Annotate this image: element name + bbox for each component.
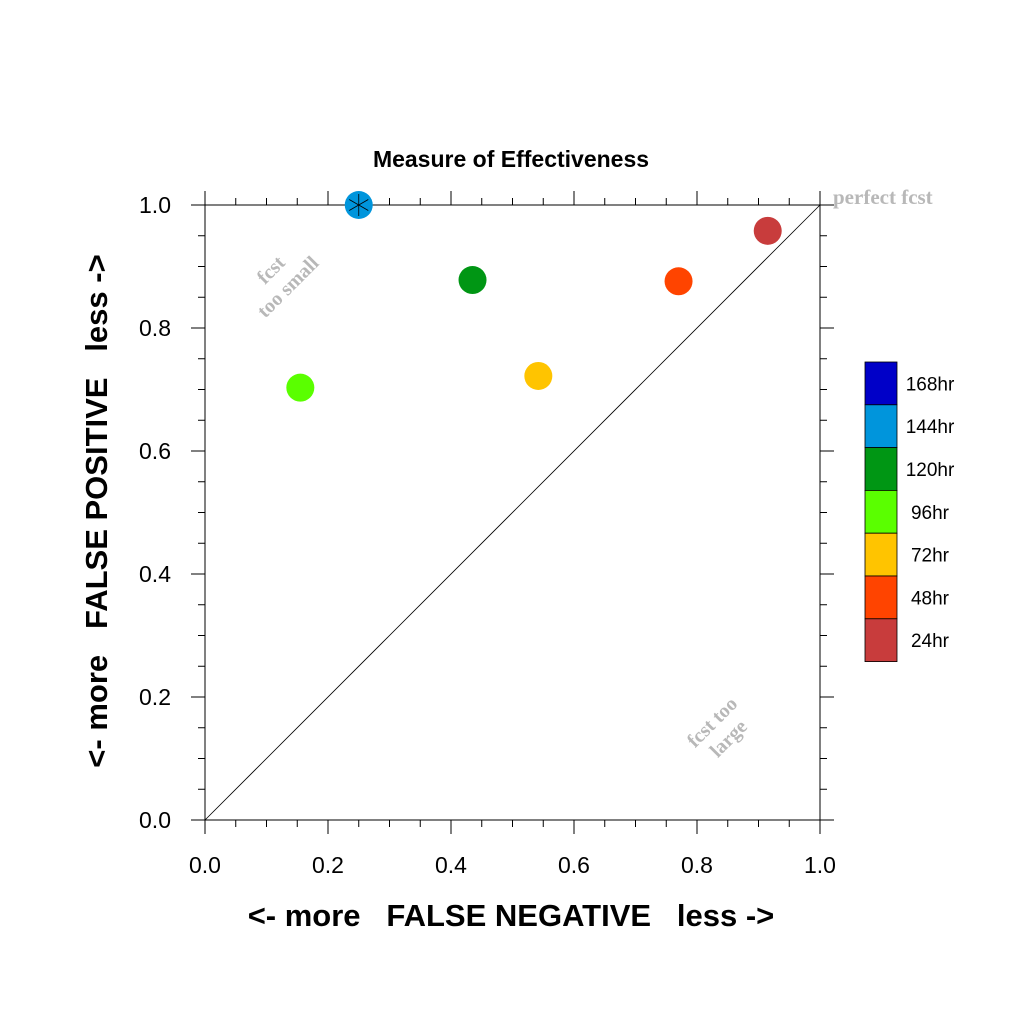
annotation-too-small: fcst too small (253, 252, 324, 323)
y-axis-label: <- more FALSE POSITIVE less -> (79, 254, 114, 767)
x-axis-label: <- more FALSE NEGATIVE less -> (248, 898, 775, 933)
legend-swatch-48hr (864, 575, 898, 620)
annotation-perfect-fcst: perfect fcst (833, 185, 933, 209)
star-ray (358, 199, 369, 206)
perfect-reference-line (204, 204, 821, 821)
legend-swatch-168hr (864, 361, 898, 406)
legend: 168hr 144hr 120hr 96hr 72hr 48hr 24hr (864, 361, 955, 662)
x-tick-labels: 0.0 0.2 0.4 0.6 0.8 1.0 (189, 852, 836, 878)
x-tick-label: 0.4 (435, 852, 467, 878)
legend-label-144hr: 144hr (906, 417, 955, 438)
data-points (286, 191, 782, 402)
star-ray (349, 204, 359, 211)
legend-swatch-72hr (864, 532, 898, 577)
point-96hr (286, 373, 315, 402)
x-tick-label: 1.0 (804, 852, 836, 878)
point-24hr (753, 216, 782, 245)
y-tick-label: 0.4 (139, 561, 171, 587)
axis-ticks (191, 191, 834, 834)
point-120hr (458, 266, 487, 295)
legend-label-72hr: 72hr (911, 546, 950, 567)
chart-title: Measure of Effectiveness (373, 146, 649, 172)
legend-swatch-24hr (864, 618, 898, 662)
legend-swatch-120hr (864, 447, 898, 491)
legend-label-168hr: 168hr (906, 374, 955, 395)
y-tick-labels: 0.0 0.2 0.4 0.6 0.8 1.0 (139, 192, 171, 833)
legend-swatch-144hr (864, 404, 898, 448)
star-ray (358, 204, 369, 211)
x-tick-label: 0.0 (189, 852, 221, 878)
x-tick-label: 0.6 (558, 852, 590, 878)
legend-label-24hr: 24hr (911, 631, 950, 652)
x-tick-label: 0.8 (681, 852, 713, 878)
y-tick-label: 0.2 (139, 684, 171, 710)
x-tick-label: 0.2 (312, 852, 344, 878)
y-tick-label: 0.6 (139, 438, 171, 464)
legend-label-96hr: 96hr (911, 503, 950, 524)
y-tick-label: 1.0 (139, 192, 171, 218)
star-ray (349, 199, 359, 206)
point-48hr (664, 267, 693, 296)
point-star-marker (349, 194, 369, 216)
point-72hr (524, 361, 553, 390)
y-tick-label: 0.8 (139, 315, 171, 341)
annotation-too-large: fcst too large (683, 693, 752, 762)
y-tick-label: 0.0 (139, 807, 171, 833)
legend-label-48hr: 48hr (911, 588, 950, 609)
legend-swatch-96hr (864, 489, 898, 534)
legend-label-120hr: 120hr (906, 460, 955, 481)
